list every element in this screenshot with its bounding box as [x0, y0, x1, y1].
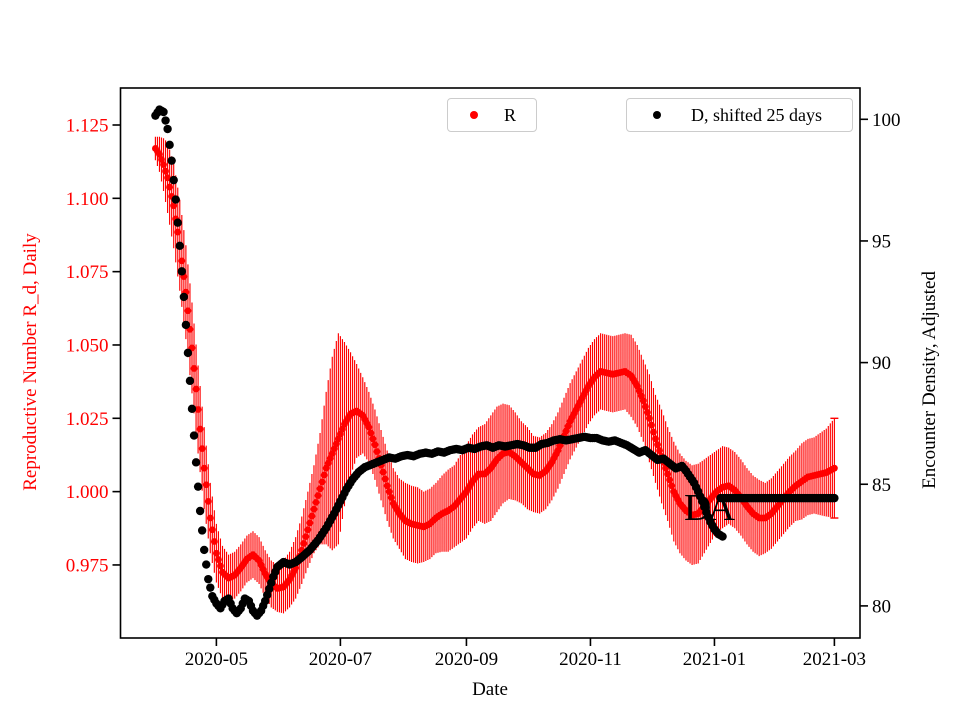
- axis-ticks: [112, 118, 868, 646]
- legend-r-label: R: [504, 104, 517, 125]
- tick-label: 100: [872, 110, 901, 131]
- tick-label: 95: [872, 231, 891, 252]
- tick-label: 2020-11: [559, 649, 622, 670]
- tick-label: 80: [872, 596, 891, 617]
- tick-label: 1.025: [66, 409, 109, 430]
- y-right-axis-label: Encounter Density, Adjusted: [919, 271, 940, 489]
- tick-label: 2020-09: [435, 649, 498, 670]
- tick-label: 2020-05: [185, 649, 248, 670]
- plot-spines: [119, 87, 861, 639]
- tick-label: 2021-03: [803, 649, 866, 670]
- d-marker-dot-icon: [653, 111, 661, 119]
- tick-label: 1.100: [66, 189, 109, 210]
- x-axis-label: Date: [472, 679, 508, 700]
- tick-label: 90: [872, 353, 891, 374]
- tick-label: 2021-01: [683, 649, 746, 670]
- red-errorbar-caps: [830, 417, 839, 519]
- tick-label: 1.050: [66, 335, 109, 356]
- y-left-axis-label: Reproductive Number R_d, Daily: [20, 233, 41, 491]
- tick-label: 1.125: [66, 116, 109, 137]
- tick-label: 85: [872, 475, 891, 496]
- axis-tick-labels: 2020-05 2020-07 2020-09 2020-11 2021-01 2021-…: [66, 110, 901, 670]
- tick-label: 1.000: [66, 482, 109, 503]
- r-marker-dot-icon: [470, 111, 478, 119]
- legend-r: R: [447, 98, 537, 132]
- red-errorbars: [154, 136, 835, 614]
- black-dots: [151, 105, 839, 620]
- tick-label: 1.075: [66, 262, 109, 283]
- tick-label: 0.975: [66, 555, 109, 576]
- legend-d-label: D, shifted 25 days: [691, 104, 822, 125]
- legend-d: D, shifted 25 days: [626, 98, 853, 132]
- da-annotation: DA: [684, 487, 735, 529]
- tick-label: 2020-07: [309, 649, 372, 670]
